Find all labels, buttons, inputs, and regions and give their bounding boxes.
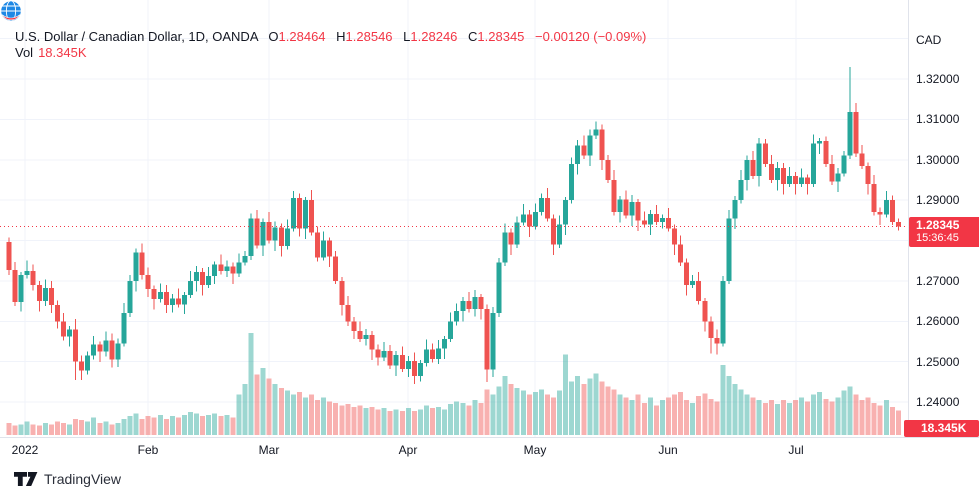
time-tick-label: Jul [788,443,804,457]
price-tick-label: 1.29000 [916,193,960,208]
last-price-tag: 1.28345 15:36:45 [909,217,979,247]
price-tick-label: 1.27000 [916,273,960,288]
volume-indicator-label[interactable]: Vol [15,45,34,60]
tradingview-logo-text: TradingView [44,471,122,487]
ohlc-open: O1.28464 [268,29,326,44]
volume-indicator-value: 18.345K [38,45,87,60]
price-tick-label: 1.32000 [916,72,960,86]
price-tick-label: 1.30000 [916,152,960,167]
tradingview-logo[interactable]: TradingView [14,471,121,487]
broker-globe-icon[interactable] [0,0,22,22]
price-tick-label: 1.26000 [916,314,960,329]
last-price-value: 1.28345 [916,218,960,232]
time-tick-label: Mar [258,443,280,457]
price-axis[interactable]: CAD 1.32000 1.31000 1.30000 1.29000 1.27000 1… [904,0,979,463]
price-tick-label: 1.31000 [916,112,960,127]
currency-label: CAD [916,33,942,47]
time-axis[interactable]: 2022 Feb Mar Apr May Jun Jul [0,437,979,464]
price-tick-label: 1.24000 [916,395,960,409]
ohlc-close: C1.28345 [468,29,525,44]
time-tick-label: Apr [398,443,418,457]
time-tick-label: Feb [137,443,159,457]
symbol-title[interactable]: U.S. Dollar / Canadian Dollar, 1D, OANDA [15,29,258,44]
countdown-timer: 15:36:45 [916,232,959,244]
time-tick-label: May [523,443,547,457]
footer-area: TradingView [0,463,979,498]
time-tick-label: 2022 [11,443,39,457]
ohlc-high: H1.28546 [336,29,393,44]
ohlc-low: L1.28246 [403,29,458,44]
price-tick-label: 1.25000 [916,354,960,369]
chart-pane[interactable]: U.S. Dollar / Canadian Dollar, 1D, OANDA… [0,0,908,437]
tradingview-logo-icon [14,472,38,486]
last-volume-tag: 18.345K [904,420,979,437]
candlestick-chart[interactable] [0,0,908,437]
change-value: −0.00120 (−0.09%) [535,29,647,44]
time-tick-label: Jun [658,443,678,457]
chart-legend: U.S. Dollar / Canadian Dollar, 1D, OANDA… [15,29,646,60]
